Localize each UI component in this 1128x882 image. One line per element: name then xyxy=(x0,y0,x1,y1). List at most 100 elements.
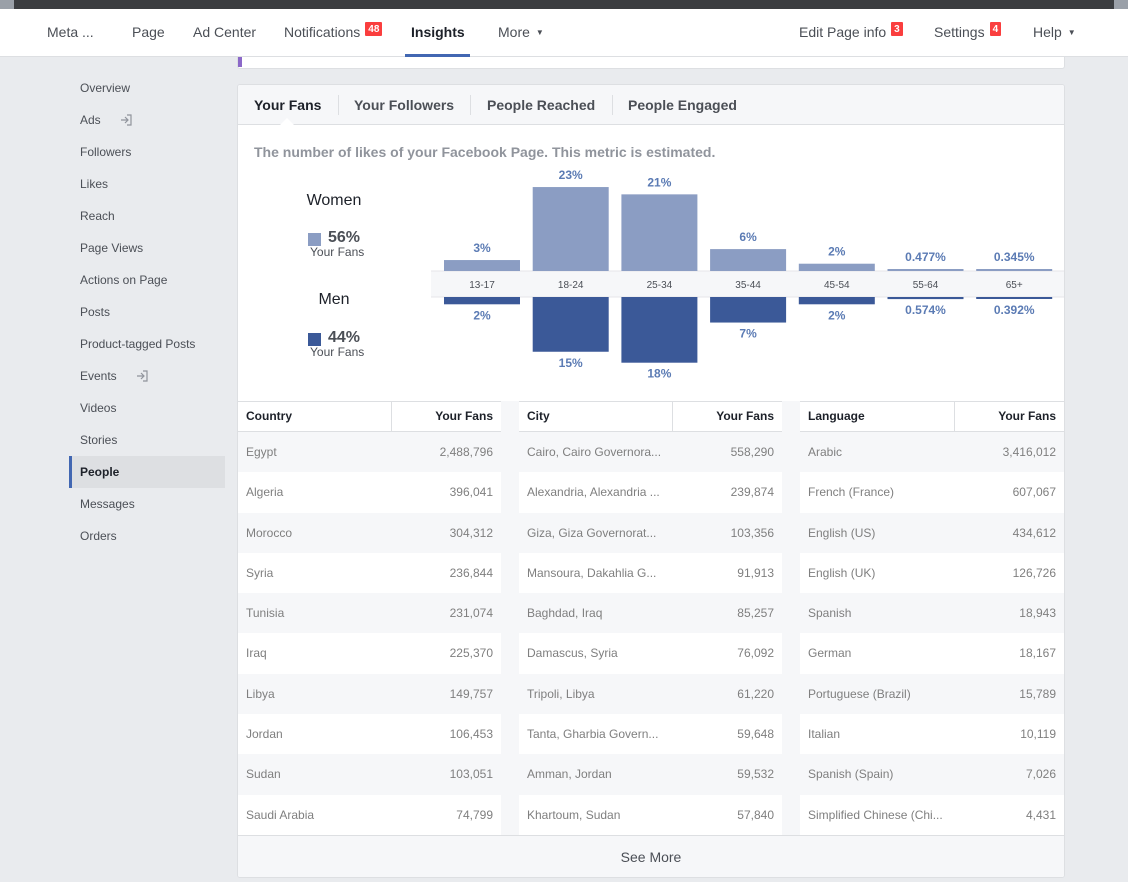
table-row: Mansoura, Dakahlia G... 91,913 xyxy=(519,553,782,593)
cell-fans: 2,488,796 xyxy=(439,445,493,459)
sidebar-item-reach[interactable]: Reach xyxy=(69,200,225,232)
sidebar-item-overview[interactable]: Overview xyxy=(69,72,225,104)
men-value-label: 0.392% xyxy=(994,303,1035,317)
cell-fans: 558,290 xyxy=(730,445,774,459)
nav-item-notifications[interactable]: Notifications 48 xyxy=(284,9,384,57)
nav-item-meta[interactable]: Meta ... xyxy=(47,9,94,57)
table-row: Jordan 106,453 xyxy=(238,714,501,754)
sidebar-item-product-tagged-posts[interactable]: Product-tagged Posts xyxy=(69,328,225,360)
nav-item-ad-center[interactable]: Ad Center xyxy=(193,9,256,57)
column-header-fans[interactable]: Your Fans xyxy=(716,409,774,423)
notification-badge: 48 xyxy=(364,21,384,37)
age-tick-label: 18-24 xyxy=(558,280,584,291)
top-nav: Meta ... Page Ad Center Notifications 48 Insi… xyxy=(0,9,1128,57)
cell-fans: 76,092 xyxy=(737,646,774,661)
sidebar-item-orders[interactable]: Orders xyxy=(69,520,225,552)
city-table: City Your Fans Cairo, Cairo Governora... 55… xyxy=(519,401,782,835)
sidebar-item-posts[interactable]: Posts xyxy=(69,296,225,328)
cell-name: Spanish (Spain) xyxy=(808,767,894,782)
table-row: Giza, Giza Governorat... 103,356 xyxy=(519,512,782,553)
sidebar-item-stories[interactable]: Stories xyxy=(69,424,225,456)
external-link-icon xyxy=(137,370,148,382)
table-row: German 18,167 xyxy=(800,633,1064,673)
women-bar-45-54[interactable] xyxy=(798,263,875,271)
nav-item-insights[interactable]: Insights xyxy=(411,9,465,57)
men-value-label: 2% xyxy=(828,308,846,322)
table-row: Saudi Arabia 74,799 xyxy=(238,795,501,835)
column-header-fans[interactable]: Your Fans xyxy=(435,409,493,423)
women-bar-65+[interactable] xyxy=(976,269,1053,271)
cell-name: Iraq xyxy=(246,646,267,661)
women-bar-55-64[interactable] xyxy=(887,269,964,271)
sidebar-item-label: Messages xyxy=(80,497,135,511)
women-bar-35-44[interactable] xyxy=(710,249,787,271)
table-row: Spanish (Spain) 7,026 xyxy=(800,754,1064,795)
table-header: Language Your Fans xyxy=(800,402,1064,432)
women-bar-13-17[interactable] xyxy=(444,260,520,271)
men-bar-18-24[interactable] xyxy=(532,297,609,352)
nav-item-edit-page-info[interactable]: Edit Page info 3 xyxy=(799,9,904,57)
cell-name: Tunisia xyxy=(246,606,285,621)
column-header-name[interactable]: Language xyxy=(808,409,865,423)
nav-item-help[interactable]: Help ▼ xyxy=(1033,9,1076,57)
women-value-label: 3% xyxy=(473,241,491,255)
sidebar-item-messages[interactable]: Messages xyxy=(69,488,225,520)
women-bar-18-24[interactable] xyxy=(532,187,609,271)
legend-men-label: Men xyxy=(318,291,350,308)
sidebar-item-actions-on-page[interactable]: Actions on Page xyxy=(69,264,225,296)
tab-people-engaged[interactable]: People Engaged xyxy=(628,97,737,113)
nav-item-label: Notifications xyxy=(284,24,361,40)
table-row: Egypt 2,488,796 xyxy=(238,432,501,473)
cell-fans: 103,356 xyxy=(730,525,774,540)
table-row: Portuguese (Brazil) 15,789 xyxy=(800,673,1064,715)
column-header-name[interactable]: City xyxy=(527,409,550,423)
sidebar-item-videos[interactable]: Videos xyxy=(69,392,225,424)
sidebar-item-label: Orders xyxy=(80,529,117,543)
table-row: Morocco 304,312 xyxy=(238,512,501,553)
sidebar-item-followers[interactable]: Followers xyxy=(69,136,225,168)
caret-down-icon: ▼ xyxy=(1067,28,1076,37)
men-bar-35-44[interactable] xyxy=(710,297,787,323)
cell-fans: 149,757 xyxy=(449,686,493,701)
sidebar-item-people[interactable]: People xyxy=(69,456,225,488)
sidebar-item-ads[interactable]: Ads xyxy=(69,104,225,136)
men-bar-55-64[interactable] xyxy=(887,297,964,300)
tab-your-followers[interactable]: Your Followers xyxy=(354,97,455,113)
table-row: Damascus, Syria 76,092 xyxy=(519,633,782,673)
nav-item-label: Insights xyxy=(411,24,465,40)
women-bar-25-34[interactable] xyxy=(621,194,698,271)
sidebar-item-page-views[interactable]: Page Views xyxy=(69,232,225,264)
nav-item-settings[interactable]: Settings 4 xyxy=(934,9,1003,57)
column-separator xyxy=(391,402,392,431)
cell-fans: 61,220 xyxy=(737,686,774,701)
nav-item-more[interactable]: More ▼ xyxy=(498,9,544,57)
cell-fans: 239,874 xyxy=(730,485,774,500)
see-more-button[interactable]: See More xyxy=(238,835,1064,877)
cell-name: Amman, Jordan xyxy=(527,767,612,782)
men-bar-13-17[interactable] xyxy=(444,297,520,305)
tab-your-fans[interactable]: Your Fans xyxy=(254,97,322,113)
previous-card-edge xyxy=(237,57,1065,69)
cell-name: Jordan xyxy=(246,727,283,742)
cell-fans: 434,612 xyxy=(1012,525,1056,540)
tab-people-reached[interactable]: People Reached xyxy=(487,97,596,113)
legend-men-swatch xyxy=(308,333,321,346)
sidebar-item-likes[interactable]: Likes xyxy=(69,168,225,200)
column-header-fans[interactable]: Your Fans xyxy=(998,409,1056,423)
cell-name: Tripoli, Libya xyxy=(527,686,595,701)
cell-fans: 85,257 xyxy=(737,606,774,621)
men-bar-45-54[interactable] xyxy=(798,297,875,305)
sidebar-item-events[interactable]: Events xyxy=(69,360,225,392)
cell-fans: 4,431 xyxy=(1025,807,1056,822)
column-header-name[interactable]: Country xyxy=(246,409,292,423)
table-header: City Your Fans xyxy=(519,402,782,432)
men-bar-25-34[interactable] xyxy=(621,297,698,363)
cell-name: Baghdad, Iraq xyxy=(527,606,603,621)
sidebar-item-label: People xyxy=(80,465,120,479)
cell-name: Libya xyxy=(246,686,275,701)
nav-item-page[interactable]: Page xyxy=(132,9,165,57)
table-row: Tunisia 231,074 xyxy=(238,593,501,634)
men-bar-65+[interactable] xyxy=(976,297,1053,299)
cell-name: Spanish xyxy=(808,606,852,621)
cell-name: Cairo, Cairo Governora... xyxy=(527,445,662,459)
